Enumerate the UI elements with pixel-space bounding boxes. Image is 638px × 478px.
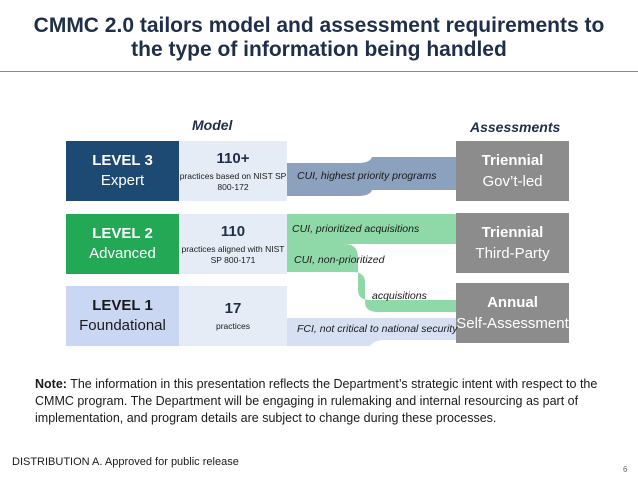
assessment-triennial-govt: Triennial Gov’t-led <box>456 141 569 201</box>
title-divider <box>0 71 638 72</box>
level-1-practice-count: 17 <box>224 300 242 317</box>
level-2-practice-count: 110 <box>220 222 246 240</box>
level-1-label: LEVEL 1 <box>92 297 153 314</box>
level-2-practice-desc: practices aligned with NIST SP 800-171 <box>181 243 285 265</box>
assessment-self-type: Self-Assessment <box>456 315 569 332</box>
assessments-column-header: Assessments <box>470 119 561 135</box>
note-label: Note: <box>35 377 67 391</box>
level-3-practice-desc: practices based on NIST SP 800-172 <box>179 170 287 192</box>
level-2-label: LEVEL 2 <box>92 225 153 242</box>
slide-title: CMMC 2.0 tailors model and assessment re… <box>0 14 638 62</box>
assessment-annual-self: Annual Self-Assessment <box>456 283 569 343</box>
flow-label-acquisitions: acquisitions <box>372 290 427 302</box>
model-column-header: Model <box>192 117 233 133</box>
level-1-box: LEVEL 1 Foundational <box>66 286 179 346</box>
distribution-statement: DISTRIBUTION A. Approved for public rele… <box>12 456 239 468</box>
flow-band-level2-non-prioritized <box>287 244 456 312</box>
flow-label-fci: FCI, not critical to national security <box>297 323 458 335</box>
assessment-third-party-type: Third-Party <box>475 245 550 262</box>
note-text: The information in this presentation ref… <box>35 377 598 425</box>
level-1-model: 17 practices <box>179 286 287 346</box>
flow-band-level1 <box>287 318 456 346</box>
level-1-practice-desc: practices <box>215 321 250 331</box>
level-2-box: LEVEL 2 Advanced <box>66 214 179 274</box>
assessment-self-frequency: Annual <box>487 294 538 311</box>
level-3-box: LEVEL 3 Expert <box>66 141 179 201</box>
title-line-2: the type of information being handled <box>131 38 507 61</box>
title-line-1: CMMC 2.0 tailors model and assessment re… <box>33 14 605 37</box>
level-2-model: 110 practices aligned with NIST SP 800-1… <box>179 214 287 274</box>
flow-band-level3 <box>287 157 456 196</box>
assessment-triennial-third-party: Triennial Third-Party <box>456 213 569 273</box>
level-3-practice-count: 110+ <box>216 149 250 167</box>
flow-label-cui-prioritized: CUI, prioritized acquisitions <box>292 223 420 235</box>
level-3-name: Expert <box>100 172 145 189</box>
level-2-name: Advanced <box>89 245 156 262</box>
flow-label-cui-highest: CUI, highest priority programs <box>297 170 437 182</box>
level-3-model: 110+ practices based on NIST SP 800-172 <box>179 141 287 201</box>
flow-label-cui-non-prioritized: CUI, non-prioritized <box>294 254 385 266</box>
assessment-govt-type: Gov’t-led <box>482 173 543 190</box>
level-3-label: LEVEL 3 <box>92 152 153 169</box>
note-paragraph: Note: The information in this presentati… <box>35 376 605 427</box>
level-1-name: Foundational <box>79 317 166 334</box>
assessment-govt-frequency: Triennial <box>481 152 544 169</box>
assessment-third-party-frequency: Triennial <box>481 224 544 241</box>
flow-band-level2-prioritized <box>287 214 456 244</box>
page-number: 6 <box>623 465 628 474</box>
